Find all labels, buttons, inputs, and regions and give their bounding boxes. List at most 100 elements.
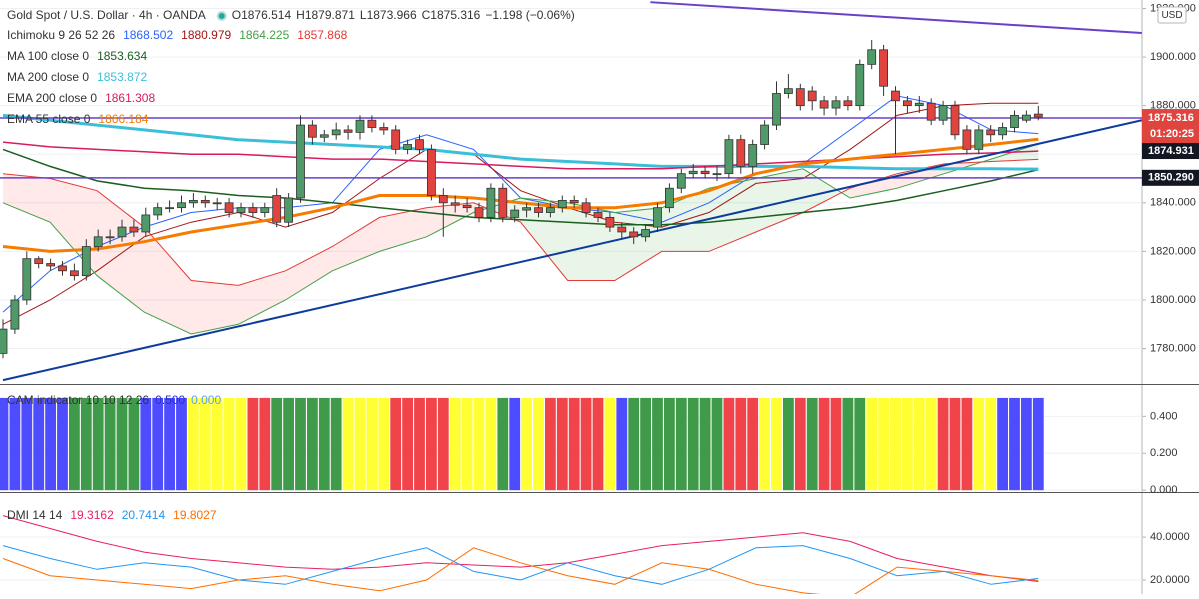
currency: USD	[1161, 10, 1182, 21]
candle-body	[0, 328, 8, 354]
candle-body	[391, 129, 401, 150]
cam-bar	[854, 397, 866, 491]
indicator-name: EMA 200 close 0	[7, 91, 97, 105]
candle-body	[81, 246, 91, 277]
candle-body	[1010, 114, 1019, 128]
ohlc-letter: C	[422, 8, 431, 22]
cam-bar	[0, 397, 9, 491]
cam-bar	[437, 397, 449, 491]
candle-body	[462, 204, 472, 209]
cam-bar	[354, 397, 366, 491]
y-tick-label: 0.400	[1150, 410, 1178, 422]
candle-body	[819, 100, 829, 109]
cam-bar	[759, 397, 770, 491]
cam-bar	[1032, 397, 1044, 491]
candle-body	[307, 124, 317, 138]
dmi-line	[2, 515, 1039, 582]
line-label: 1850.290	[1148, 172, 1194, 184]
candle-body	[700, 170, 710, 175]
cam-bar	[485, 397, 497, 491]
cam-bar	[128, 397, 140, 491]
candle-body	[510, 209, 520, 218]
candle-body	[22, 258, 32, 301]
candle-body	[248, 207, 258, 213]
cam-bar	[973, 397, 985, 491]
candle-body	[415, 139, 424, 150]
indicator-value: 19.3162	[70, 508, 114, 522]
cam-bar	[211, 397, 223, 491]
candle-body	[141, 214, 151, 233]
candle-body	[557, 199, 567, 209]
cam-bar	[925, 397, 937, 491]
candle-body	[914, 102, 924, 107]
candle-body	[34, 258, 44, 264]
trend-line	[2, 119, 1142, 382]
cam-bar	[104, 397, 116, 491]
ichimoku-cloud	[3, 173, 51, 223]
cam-bar	[664, 397, 675, 491]
cam-bar	[152, 397, 164, 491]
cam-bar	[199, 397, 211, 491]
candle-body	[605, 216, 615, 228]
y-tick-label: 1820.000	[1150, 245, 1196, 257]
candle-body	[58, 265, 67, 272]
moving-average	[2, 113, 1039, 171]
ichimoku-cloud	[520, 197, 568, 281]
candle-body	[688, 170, 698, 175]
candle-body	[855, 63, 865, 107]
candle-body	[724, 139, 734, 175]
candle-body	[153, 207, 163, 216]
ichimoku-cloud	[144, 227, 192, 334]
indicator-value: 0.500	[155, 393, 185, 407]
indicator-name: EMA 55 close 0	[7, 112, 91, 126]
cam-bar	[592, 397, 604, 491]
cam-bar	[794, 397, 806, 491]
cam-bar	[366, 397, 378, 491]
cam-bar	[687, 397, 699, 491]
candle-body	[426, 148, 436, 196]
cam-pane	[0, 397, 1142, 491]
cam-bar	[949, 397, 961, 491]
candle-body	[665, 187, 674, 209]
candle-body	[272, 195, 282, 223]
cam-bar	[604, 397, 616, 491]
cam-bar	[473, 397, 485, 491]
candle-body	[784, 88, 793, 94]
trend-line	[650, 1, 1142, 35]
cam-bar	[545, 397, 556, 491]
candle-body	[522, 207, 531, 211]
cam-bar	[640, 397, 651, 491]
cam-bar	[735, 397, 747, 491]
cam-bar	[295, 397, 306, 491]
candle-body	[1033, 113, 1043, 118]
ichimoku-line	[2, 143, 1039, 335]
candle-body	[831, 100, 841, 109]
cam-bar	[711, 397, 723, 491]
cam-bar	[57, 397, 68, 491]
candle-body	[938, 105, 948, 121]
ichimoku-cloud	[285, 246, 333, 300]
countdown-label: 01:20:25	[1150, 128, 1194, 140]
candle-body	[772, 93, 781, 126]
cam-bar	[176, 397, 187, 491]
ichimoku-cloud	[191, 280, 239, 334]
symbol-title: Gold Spot / U.S. Dollar · 4h · OANDA	[7, 8, 206, 22]
y-tick-label: 40.0000	[1150, 531, 1190, 543]
price-label-bg	[1142, 109, 1199, 144]
cam-bar	[628, 397, 640, 491]
candle-body	[188, 199, 198, 204]
cam-bar	[842, 397, 854, 491]
cam-bar	[509, 397, 521, 491]
moving-average	[2, 148, 1039, 226]
moving-average	[2, 137, 1039, 253]
ichimoku-cloud	[803, 168, 851, 213]
cam-bar	[556, 397, 568, 491]
cam-bar	[330, 397, 342, 491]
ohlc-value: 1875.316	[430, 8, 480, 22]
candle-body	[46, 263, 55, 267]
candle-body	[1022, 114, 1031, 121]
candle-body	[736, 139, 746, 167]
cam-bar	[497, 397, 509, 491]
indicator-value: 20.7414	[122, 508, 166, 522]
